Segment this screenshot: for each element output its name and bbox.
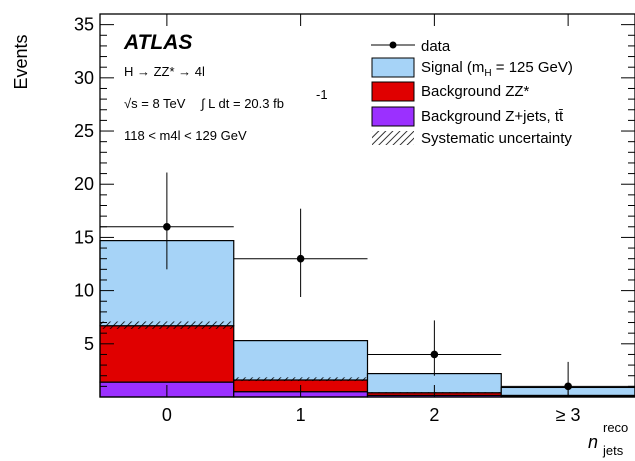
- legend-signal-swatch: [371, 57, 415, 78]
- bar-signal-1: [233, 340, 369, 381]
- y-tick-label-20: 20: [74, 174, 94, 194]
- x-tick-label-2: 2: [429, 405, 439, 425]
- x-tick-label-1: 1: [296, 405, 306, 425]
- legend-zjets-label: Background Z+jets, tt̄: [421, 108, 564, 125]
- data-point-2: [430, 350, 439, 359]
- data-point-1: [296, 254, 305, 263]
- y-ticks: 5 10 15 20 25 30 35: [74, 15, 635, 387]
- y-tick-label-35: 35: [74, 15, 94, 35]
- legend-syst-label: Systematic uncertainty: [421, 130, 572, 147]
- syst-band-0: [100, 321, 234, 329]
- y-tick-label-5: 5: [84, 334, 94, 354]
- legend-signal-label: Signal (mH = 125 GeV): [421, 59, 573, 79]
- stacked-bars: [99, 240, 635, 398]
- x-axis-label-sup: reco: [603, 420, 628, 435]
- legend: data Signal (mH = 125 GeV) Background ZZ…: [371, 38, 573, 147]
- lumi-sup-label: -1: [316, 87, 328, 102]
- legend-signal-tail: = 125 GeV): [492, 59, 573, 76]
- legend-signal-sub: H: [484, 68, 491, 79]
- syst-band-1: [233, 377, 368, 382]
- legend-zz-swatch: [371, 81, 415, 102]
- y-tick-label-15: 15: [74, 227, 94, 247]
- y-tick-label-25: 25: [74, 121, 94, 141]
- legend-signal-text: Signal (m: [421, 59, 484, 76]
- legend-zz-label: Background ZZ*: [421, 83, 530, 100]
- atlas-label: ATLAS: [123, 31, 192, 54]
- x-axis-label-sub: jets: [602, 443, 624, 458]
- x-tick-label-3: ≥ 3: [556, 405, 581, 425]
- legend-syst-swatch: [372, 131, 414, 145]
- mass-window-label: 118 < m4l < 129 GeV: [124, 128, 247, 143]
- bar-zz-0: [99, 325, 235, 383]
- y-axis-label: Events: [11, 34, 31, 89]
- y-tick-label-30: 30: [74, 68, 94, 88]
- process-label: H → ZZ* → 4l: [124, 64, 205, 79]
- x-axis-label: n: [588, 432, 598, 452]
- legend-zjets-swatch: [371, 106, 415, 127]
- x-ticks: 0 1 2 ≥ 3: [162, 14, 581, 425]
- data-point-0: [163, 222, 171, 231]
- lumi-label: ∫ L dt = 20.3 fb: [200, 96, 284, 111]
- legend-data-label: data: [421, 38, 451, 55]
- x-axis-label-main: n: [588, 432, 598, 452]
- x-tick-label-0: 0: [162, 405, 172, 425]
- energy-label: √s = 8 TeV: [124, 96, 186, 111]
- y-tick-label-10: 10: [74, 281, 94, 301]
- legend-data-marker: [371, 41, 415, 49]
- data-points-group: [100, 172, 635, 396]
